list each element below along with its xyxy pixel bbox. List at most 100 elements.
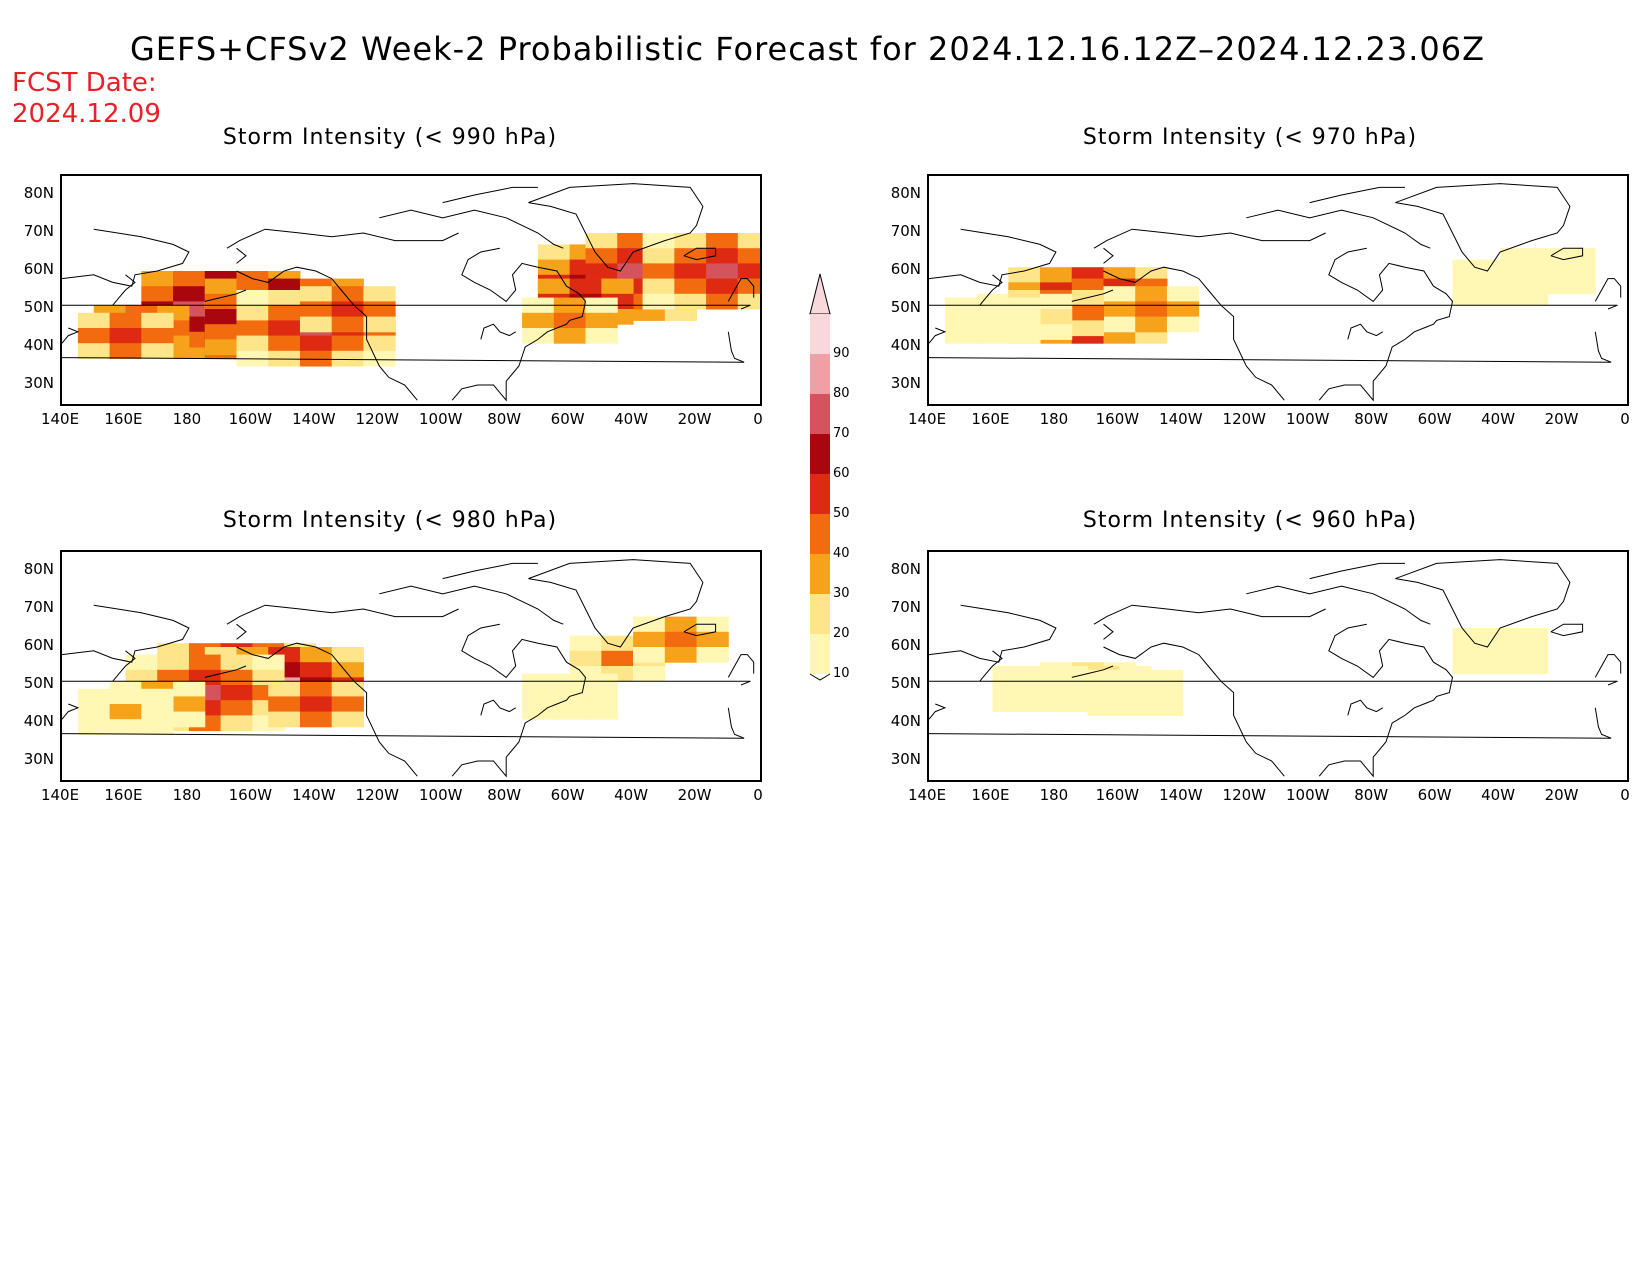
coastline [451,247,587,402]
colorbar-cap-bottom [809,673,831,681]
prob-cell [1024,681,1057,697]
lon-tick-label: 160W [228,410,273,428]
panel-title: Storm Intensity (< 990 hPa) [222,125,558,150]
coastline [480,323,516,340]
prob-cell [1452,274,1485,291]
prob-cell [1024,666,1057,682]
prob-cell [585,704,618,720]
prob-cell [109,328,142,344]
prob-cell [220,715,253,732]
prob-cell [642,263,675,280]
prob-cell [1087,685,1120,701]
prob-cell [141,343,174,359]
prob-cell [522,704,555,720]
coastline [1347,699,1383,716]
prob-cell [585,688,618,705]
lon-tick-label: 20W [1544,786,1579,804]
prob-cell [220,700,253,716]
prob-cell [569,650,602,667]
prob-cell [331,696,364,713]
prob-cell [706,293,739,310]
coastline [929,680,1618,686]
prob-cell [109,704,142,720]
prob-cell [1151,669,1184,686]
prob-cell [617,263,650,280]
prob-cell [674,248,707,264]
prob-cell [331,711,364,728]
prob-cell [363,350,396,367]
colorbar [809,273,831,681]
prob-cell [706,233,739,249]
lat-tick-label: 80N [23,560,54,578]
coastline [683,247,717,261]
lat-tick-label: 30N [890,374,921,392]
coastline [1309,186,1405,204]
lat-tick-label: 50N [890,674,921,692]
prob-cell [363,286,396,302]
prob-cell [1515,643,1549,659]
lat-tick-label: 70N [890,222,921,240]
coastline [442,562,538,580]
coastline [62,604,190,663]
prob-cell [1071,305,1104,321]
prob-cell [109,719,142,735]
prob-cell [109,343,142,359]
prob-cell [1135,301,1168,318]
prob-cell [1008,312,1041,329]
prob-cell [157,654,190,671]
figure-title: GEFS+CFSv2 Week-2 Probabilistic Forecast… [130,30,1486,68]
coastline [929,228,1057,287]
prob-cell [141,271,174,287]
coastline [1395,559,1571,648]
prob-cell [173,696,206,713]
prob-cell [299,301,333,318]
coastline [929,331,1612,363]
prob-cell [1531,248,1565,264]
prob-cell [299,696,333,713]
prob-cell [674,263,707,280]
lat-tick-label: 60N [890,260,921,278]
coastline [62,680,751,686]
prob-cell [1040,309,1073,325]
prob-cell [1500,248,1533,264]
lon-tick-label: 0 [1620,410,1630,428]
prob-cell [1151,700,1184,716]
prob-cell [674,293,707,310]
prob-cell [642,278,675,295]
prob-cell [601,650,634,667]
prob-cell [737,278,760,295]
prob-cell [1484,643,1517,659]
prob-cell [944,312,978,329]
panel-title: Storm Intensity (< 960 hPa) [1082,508,1418,533]
prob-cell [299,350,333,367]
prob-cell [633,647,666,663]
coastline [1395,183,1571,272]
prob-cell [1103,301,1136,318]
coastline [236,266,418,401]
prob-cell [1008,328,1041,344]
lat-tick-label: 40N [890,336,921,354]
prob-cell [1040,267,1073,283]
prob-cell [642,248,675,264]
prob-cell [204,278,237,295]
map-canvas-p970 [929,183,1622,402]
prob-cell [1452,290,1485,306]
lon-tick-label: 20W [677,786,712,804]
lon-tick-label: 160E [104,410,143,428]
prob-cell [268,290,301,306]
colorbar-swatch [810,394,830,434]
lon-tick-label: 140E [40,410,80,428]
lon-tick-label: 80W [1354,410,1389,428]
prob-cell [299,681,333,697]
lat-tick-label: 30N [23,750,54,768]
lon-tick-label: 180 [1039,410,1069,428]
prob-cell [1166,286,1200,302]
prob-cell [1452,658,1485,675]
lon-tick-label: 40W [614,786,649,804]
coastline [683,623,717,637]
prob-cell [674,278,707,295]
lon-tick-label: 120W [355,786,399,804]
prob-cell [1119,685,1152,701]
lon-tick-label: 100W [1285,786,1330,804]
prob-cell [141,719,174,735]
